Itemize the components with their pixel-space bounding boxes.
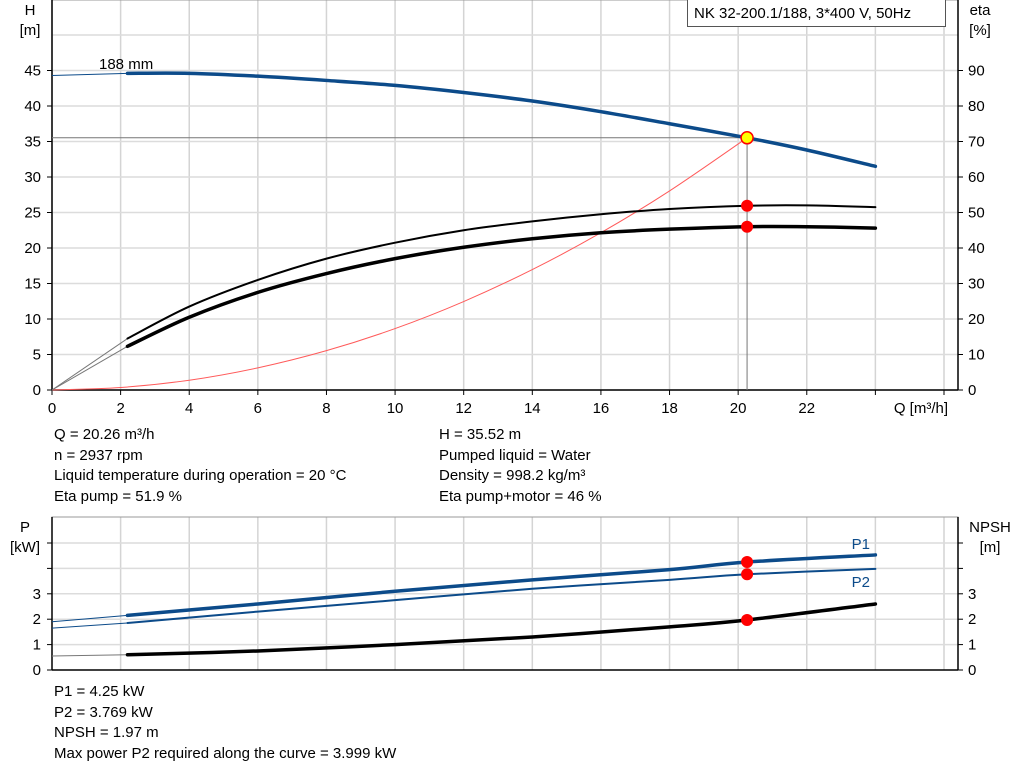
y-axis-label-left-unit: [m] bbox=[20, 22, 41, 39]
x-tick-label: 14 bbox=[524, 400, 541, 417]
y-axis-label-right-unit: [%] bbox=[969, 22, 991, 39]
y-tick-label-right: 30 bbox=[968, 276, 985, 293]
y-axis-label-right-unit: [m] bbox=[980, 539, 1001, 556]
y-tick-label-right: 20 bbox=[968, 311, 985, 328]
p1-curve-extrapolation bbox=[51, 614, 128, 623]
y-axis-label-left: H bbox=[25, 2, 36, 19]
y-tick-label-left: 10 bbox=[24, 311, 41, 328]
info-head: H = 35.52 m bbox=[439, 426, 522, 443]
y-tick-label-right: 60 bbox=[968, 169, 985, 186]
info-temperature: Liquid temperature during operation = 20… bbox=[54, 467, 347, 484]
y-tick-label-left: 40 bbox=[24, 98, 41, 115]
y-tick-label-left: 30 bbox=[24, 169, 41, 186]
eta-pump-marker bbox=[741, 199, 754, 212]
y-axis-label-left: P bbox=[20, 519, 30, 536]
plot-frame bbox=[51, 0, 959, 391]
y-tick-label-right: 3 bbox=[968, 586, 976, 603]
info-npsh: NPSH = 1.97 m bbox=[54, 724, 159, 741]
info-p1: P1 = 4.25 kW bbox=[54, 683, 145, 700]
y-tick-label-left: 45 bbox=[24, 63, 41, 80]
info-top-right: H = 35.52 m Pumped liquid = Water Densit… bbox=[439, 425, 602, 507]
x-tick-label: 6 bbox=[254, 400, 262, 417]
system-curve bbox=[51, 137, 748, 391]
p2-curve bbox=[126, 567, 877, 625]
info-liquid: Pumped liquid = Water bbox=[439, 446, 591, 464]
info-bottom: P1 = 4.25 kW P2 = 3.769 kW NPSH = 1.97 m… bbox=[54, 682, 396, 764]
x-tick-label: 2 bbox=[116, 400, 124, 417]
npsh-marker bbox=[741, 613, 754, 626]
info-eta-pump-motor: Eta pump+motor = 46 % bbox=[439, 487, 602, 505]
x-tick-label: 10 bbox=[387, 400, 404, 417]
y-tick-label-right: 0 bbox=[968, 382, 976, 399]
head-curve bbox=[125, 71, 878, 169]
curve-label: 188 mm bbox=[99, 56, 153, 73]
y-tick-label-left: 5 bbox=[33, 347, 41, 364]
y-tick-label-right: 50 bbox=[968, 205, 985, 222]
p1-marker bbox=[741, 556, 754, 569]
y-tick-label-left: 0 bbox=[33, 382, 41, 399]
x-tick-label: 18 bbox=[661, 400, 678, 417]
npsh-curve bbox=[125, 602, 878, 657]
p2-marker bbox=[741, 568, 754, 581]
eta-pump-motor-curve-extrapolation bbox=[51, 345, 128, 391]
x-tick-label: 12 bbox=[455, 400, 472, 417]
y-tick-label-left: 20 bbox=[24, 240, 41, 257]
eta-pump-curve-extrapolation bbox=[51, 338, 128, 391]
x-tick-label: 8 bbox=[322, 400, 330, 417]
y-axis-label-right: NPSH bbox=[969, 519, 1011, 536]
x-tick-label: 16 bbox=[593, 400, 610, 417]
chart-title: NK 32-200.1/188, 3*400 V, 50Hz bbox=[687, 0, 946, 27]
info-flow: Q = 20.26 m³/h bbox=[54, 426, 155, 443]
y-tick-label-left: 2 bbox=[33, 611, 41, 628]
y-tick-label-right: 80 bbox=[968, 98, 985, 115]
y-tick-label-right: 2 bbox=[968, 611, 976, 628]
y-axis-label-left-unit: [kW] bbox=[10, 539, 40, 556]
y-tick-label-left: 1 bbox=[33, 637, 41, 654]
info-speed: n = 2937 rpm bbox=[54, 446, 143, 464]
y-tick-label-right: 70 bbox=[968, 134, 985, 151]
y-tick-label-left: 35 bbox=[24, 134, 41, 151]
x-tick-label: 22 bbox=[798, 400, 815, 417]
p2-curve-extrapolation bbox=[51, 622, 128, 629]
y-tick-label-right: 40 bbox=[968, 240, 985, 257]
p2-label: P2 bbox=[852, 574, 870, 591]
y-axis-label-right: eta bbox=[970, 2, 992, 19]
y-tick-label-left: 3 bbox=[33, 586, 41, 603]
p1-label: P1 bbox=[852, 536, 870, 553]
duty-point-marker bbox=[740, 131, 754, 145]
x-tick-label: 4 bbox=[185, 400, 193, 417]
head-curve-extrapolation bbox=[51, 72, 128, 76]
y-tick-label-right: 10 bbox=[968, 347, 985, 364]
x-tick-label: 0 bbox=[48, 400, 56, 417]
y-tick-label-right: 1 bbox=[968, 637, 976, 654]
y-tick-label-left: 0 bbox=[33, 662, 41, 679]
y-tick-label-right: 0 bbox=[968, 662, 976, 679]
p1-curve bbox=[125, 553, 878, 618]
npsh-curve-extrapolation bbox=[51, 654, 128, 657]
info-density: Density = 998.2 kg/m³ bbox=[439, 467, 586, 484]
y-tick-label-left: 15 bbox=[24, 276, 41, 293]
x-axis-label: Q [m³/h] bbox=[894, 400, 948, 417]
y-tick-label-left: 25 bbox=[24, 205, 41, 222]
info-p2: P2 = 3.769 kW bbox=[54, 703, 153, 721]
info-top-left: Q = 20.26 m³/h n = 2937 rpm Liquid tempe… bbox=[54, 425, 346, 507]
eta-pump-motor-marker bbox=[741, 220, 754, 233]
info-max-power: Max power P2 required along the curve = … bbox=[54, 744, 397, 762]
y-tick-label-right: 90 bbox=[968, 63, 985, 80]
x-tick-label: 20 bbox=[730, 400, 747, 417]
info-eta-pump: Eta pump = 51.9 % bbox=[54, 487, 182, 505]
